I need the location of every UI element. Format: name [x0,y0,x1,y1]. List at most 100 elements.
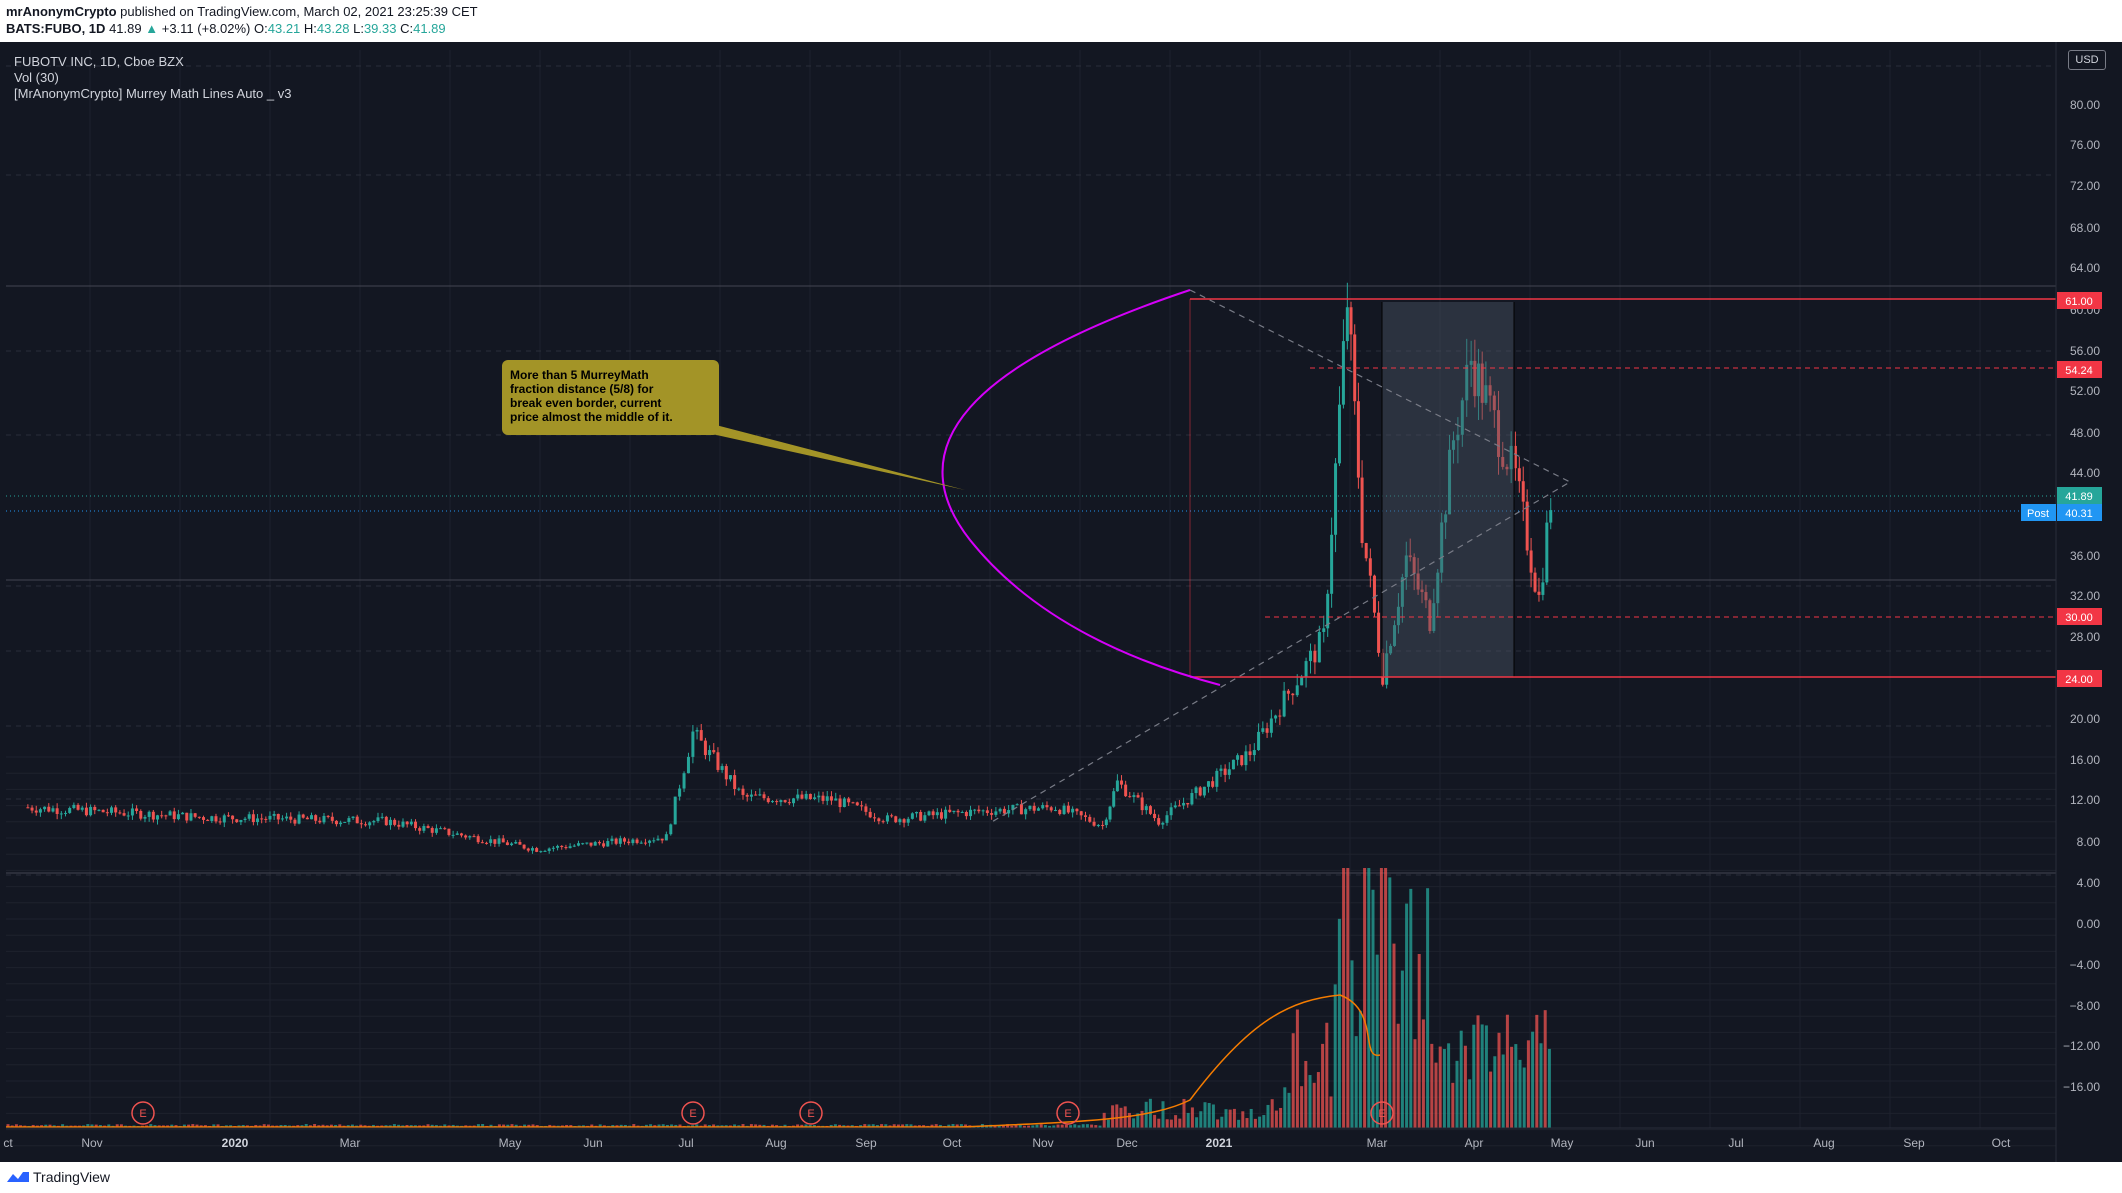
candle-body [210,816,214,821]
candle-body [518,841,522,845]
earnings-marker[interactable] [681,1101,705,1125]
volume-bar [1522,1067,1526,1128]
candle-body [243,818,247,820]
volume-bar [212,1124,216,1128]
candle-body [1019,804,1023,815]
price-tick-label: −4.00 [2070,958,2101,972]
candle-body [143,816,147,819]
volume-bar [6,1124,10,1128]
candle-body [1198,787,1202,796]
price-tick-label: 52.00 [2070,384,2100,398]
price-label-box [2057,361,2102,378]
earnings-marker[interactable] [1370,1101,1394,1125]
candle-body [631,839,635,844]
up-arrow-icon: ▲ [145,21,159,36]
currency-badge[interactable]: USD [2068,50,2106,70]
volume-bar [1279,1107,1283,1128]
candle-body [1356,401,1360,478]
candle-body [226,815,230,817]
candle-body [758,794,762,796]
candle-body [1337,404,1341,464]
earnings-marker[interactable] [131,1101,155,1125]
price-tick-label: 0.00 [2077,917,2101,931]
candle-body [1015,804,1019,806]
candle-body [956,810,960,813]
volume-bar [1035,1124,1039,1128]
price-tick-label: −16.00 [2063,1080,2100,1094]
volume-bar [1518,1059,1522,1128]
volume-bar [649,1124,653,1128]
candle-body [977,809,981,812]
candle-body [1261,728,1265,732]
candle-body [1381,652,1385,685]
candle-body [1295,685,1299,696]
candle-body [388,819,392,826]
candle-body [716,752,720,770]
volume-bar [1430,1043,1434,1128]
volume-bar [1161,1101,1165,1128]
time-tick-label: May [1551,1136,1574,1150]
volume-bar [1476,1015,1480,1128]
candle-body [855,802,859,806]
volume-bar [1052,1125,1056,1128]
time-tick-label: Aug [765,1136,786,1150]
volume-bar [1447,1043,1451,1128]
candle-body [139,810,143,819]
volume-bar [1333,984,1337,1128]
volume-bar [107,1124,111,1128]
volume-bar [1001,1125,1005,1128]
volume-bar [1207,1103,1211,1128]
candle-body [285,816,289,819]
volume-bar [1316,1072,1320,1128]
volume-bar [426,1124,430,1128]
volume-bar [1442,1049,1446,1128]
candle-body [1215,770,1219,787]
time-tick-label: Sep [855,1136,877,1150]
candle-body [745,794,749,797]
volume-bar [867,1124,871,1128]
volume-bar [1081,1124,1085,1128]
volume-bar [1337,918,1341,1128]
volume-bar [1102,1112,1106,1128]
volume-bar [1396,1023,1400,1128]
candle-body [126,815,130,817]
volume-bar [632,1124,636,1128]
callout-box [502,360,719,435]
candle-body [910,813,914,819]
earnings-marker[interactable] [799,1101,823,1125]
candle-body [130,808,134,816]
earnings-marker[interactable] [1056,1101,1080,1125]
candle-body [568,846,572,849]
candle-body [1231,759,1235,770]
candle-body [222,815,226,823]
chart-area[interactable] [0,42,2122,1162]
murrey-math-lines [6,65,2056,876]
candle-body [1330,534,1334,594]
candle-body [847,798,851,803]
candle-body [1002,808,1006,814]
volume-bar [1438,1046,1442,1128]
candle-body [1115,780,1119,792]
volume-bar [1350,960,1354,1128]
volume-bar [1216,1119,1220,1128]
candle-body [1049,807,1053,811]
volume-bar [804,1124,808,1128]
legend-title[interactable]: FUBOTV INC, 1D, Cboe BZX [14,54,184,69]
volume-bar [892,1124,896,1128]
candle-body [762,794,766,799]
candle-body [526,848,530,851]
candle-body [464,835,468,838]
legend-volume[interactable]: Vol (30) [14,70,59,85]
volume-bar [1526,1040,1530,1128]
candle-body [1480,363,1484,403]
candle-body [834,798,838,801]
candle-body [293,819,297,824]
volume-bar [695,1124,699,1128]
legend-indicator[interactable]: [MrAnonymCrypto] Murrey Math Lines Auto … [14,86,292,101]
candle-body [122,813,126,816]
candle-body [610,838,614,842]
publisher-name[interactable]: mrAnonymCrypto [6,4,117,19]
candle-body [1148,806,1152,814]
candle-body [185,812,189,821]
